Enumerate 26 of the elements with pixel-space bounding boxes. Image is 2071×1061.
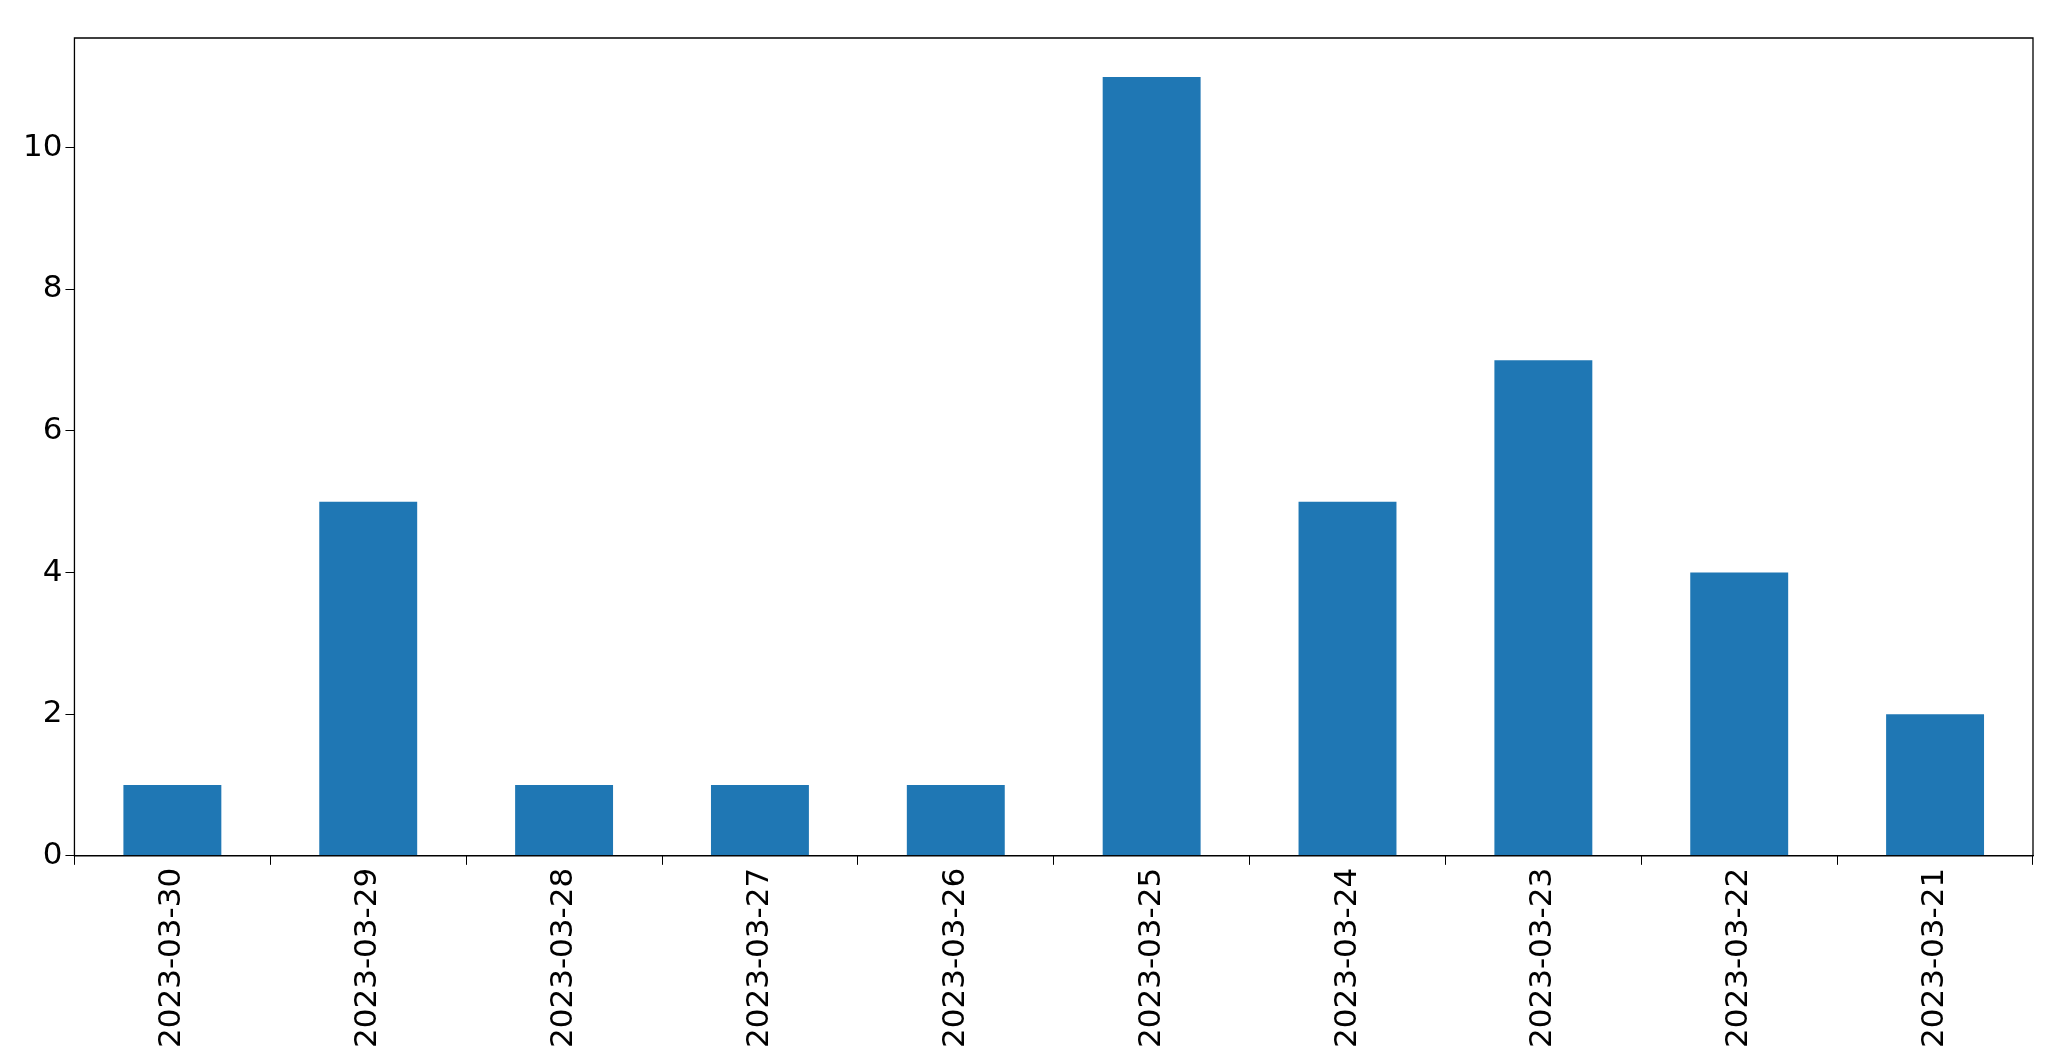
bar bbox=[1298, 501, 1397, 856]
bar bbox=[710, 785, 809, 856]
x-tick-label: 2023-03-21 bbox=[1914, 867, 1951, 1049]
bar bbox=[906, 785, 1005, 856]
y-tick-label: 6 bbox=[42, 410, 63, 447]
bar bbox=[1494, 360, 1593, 856]
x-tick-label: 2023-03-26 bbox=[934, 867, 971, 1049]
bar bbox=[515, 785, 614, 856]
bar bbox=[1886, 714, 1985, 856]
x-tick-label: 2023-03-27 bbox=[738, 867, 775, 1049]
x-tick-label: 2023-03-29 bbox=[347, 867, 384, 1049]
y-tick-label: 10 bbox=[22, 126, 63, 163]
bar bbox=[1102, 76, 1201, 856]
bar bbox=[1690, 572, 1789, 856]
y-tick-label: 4 bbox=[42, 551, 63, 588]
y-tick-label: 2 bbox=[42, 693, 63, 730]
x-tick-label: 2023-03-22 bbox=[1718, 867, 1755, 1049]
x-tick-label: 2023-03-28 bbox=[543, 867, 580, 1049]
bar bbox=[123, 785, 222, 856]
x-tick-label: 2023-03-25 bbox=[1130, 867, 1167, 1049]
x-tick-label: 2023-03-30 bbox=[151, 867, 188, 1049]
x-tick-label: 2023-03-23 bbox=[1522, 867, 1559, 1049]
y-tick-label: 8 bbox=[42, 268, 63, 305]
y-tick-label: 0 bbox=[42, 834, 63, 871]
x-tick-label: 2023-03-24 bbox=[1326, 867, 1363, 1049]
bar bbox=[319, 501, 418, 856]
